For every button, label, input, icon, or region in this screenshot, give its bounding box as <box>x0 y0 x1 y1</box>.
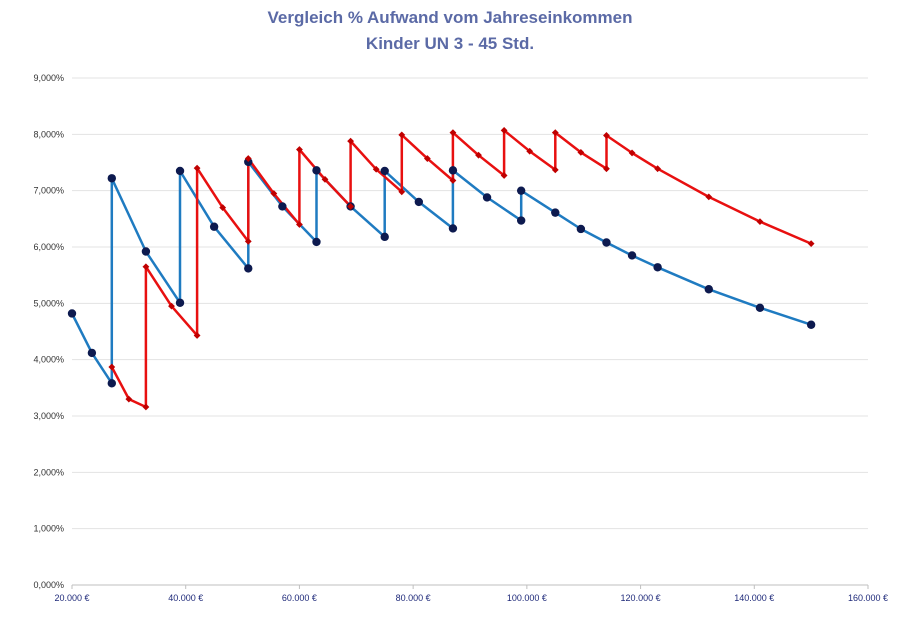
series-1-point <box>142 263 150 271</box>
series-0-point <box>806 320 816 329</box>
series-0-point <box>175 166 185 176</box>
series-0-point <box>448 166 458 175</box>
x-tick-label: 140.000 € <box>734 593 774 603</box>
series-1-point <box>372 165 380 173</box>
series-1-point <box>296 221 303 228</box>
series-0-point <box>380 232 389 242</box>
series-1-point <box>296 146 303 153</box>
series-0-point <box>278 202 287 211</box>
series-1-point <box>628 149 636 157</box>
series-1-point <box>551 129 559 137</box>
series-1-line <box>110 129 812 409</box>
series-0-point <box>704 285 713 294</box>
series-0-point <box>414 197 424 207</box>
series-1-point <box>475 151 482 159</box>
y-tick-label: 9,000% <box>33 73 64 83</box>
series-1-point <box>654 165 662 173</box>
series-1-point <box>551 166 559 174</box>
series-1-point <box>108 363 116 371</box>
series-0-point <box>312 237 321 247</box>
chart-title: Vergleich % Aufwand vom Jahreseinkommen <box>267 8 633 27</box>
series-1-point <box>244 237 252 245</box>
series-1-point <box>125 395 133 403</box>
chart-subtitle: Kinder UN 3 - 45 Std. <box>365 34 535 53</box>
series-1-point <box>807 240 815 248</box>
series-1-point <box>347 203 354 210</box>
series-1-point <box>756 218 764 226</box>
series-1-point <box>270 190 278 197</box>
series-1-point <box>526 147 534 155</box>
y-tick-label: 2,000% <box>33 467 64 477</box>
x-tick-label: 20.000 € <box>54 593 89 603</box>
series-0-point <box>755 303 765 313</box>
series-1-point <box>219 204 227 211</box>
series-1-point <box>347 137 354 145</box>
series-1-point <box>603 132 610 139</box>
series-1-point <box>500 126 508 134</box>
series-1-point <box>321 176 329 183</box>
series-0-point <box>141 247 151 256</box>
x-tick-label: 60.000 € <box>282 593 317 603</box>
x-tick-label: 80.000 € <box>396 593 431 603</box>
series-1-point <box>449 177 457 184</box>
series-0-point <box>627 251 637 260</box>
series-0-point <box>516 216 526 225</box>
series-0-point <box>175 298 185 307</box>
series-0-point <box>209 222 219 231</box>
series-0-point <box>312 166 321 175</box>
series-0-point <box>448 224 458 233</box>
series-0-point <box>576 224 586 234</box>
y-tick-label: 7,000% <box>33 186 64 196</box>
y-tick-label: 5,000% <box>33 298 64 308</box>
series-1-point <box>423 155 431 162</box>
series-0-point <box>107 379 117 388</box>
series-1-point <box>398 188 406 196</box>
series-0-point <box>653 263 662 272</box>
series-1-point <box>449 129 457 137</box>
y-tick-label: 3,000% <box>33 411 64 421</box>
series-0-point <box>482 193 492 202</box>
y-tick-label: 4,000% <box>33 355 64 365</box>
series-0-point <box>551 208 560 217</box>
series-1-point <box>142 403 150 411</box>
series-1-point <box>193 332 201 339</box>
series-1-point <box>500 172 508 179</box>
series-0-point <box>67 309 77 318</box>
series-0-point <box>380 166 389 176</box>
x-tick-label: 160.000 € <box>848 593 888 603</box>
series-0-point <box>602 238 611 247</box>
y-tick-label: 8,000% <box>33 129 64 139</box>
series-1-point <box>244 155 252 162</box>
series-1-point <box>193 164 201 172</box>
y-tick-label: 6,000% <box>33 242 64 252</box>
y-tick-label: 1,000% <box>33 524 64 534</box>
series-0-point <box>244 264 253 273</box>
series-1-point <box>398 131 406 139</box>
series-1-point <box>603 165 610 173</box>
x-tick-label: 120.000 € <box>621 593 661 603</box>
series-0-point <box>107 174 117 183</box>
series-1-point <box>168 302 175 310</box>
series-1-point <box>577 148 585 156</box>
series-0-point <box>516 186 526 195</box>
x-tick-label: 100.000 € <box>507 593 547 603</box>
y-tick-label: 0,000% <box>33 580 64 590</box>
series-0-point <box>87 348 97 358</box>
series-1-point <box>705 193 713 201</box>
x-tick-label: 40.000 € <box>168 593 203 603</box>
series-0-line <box>70 160 812 385</box>
